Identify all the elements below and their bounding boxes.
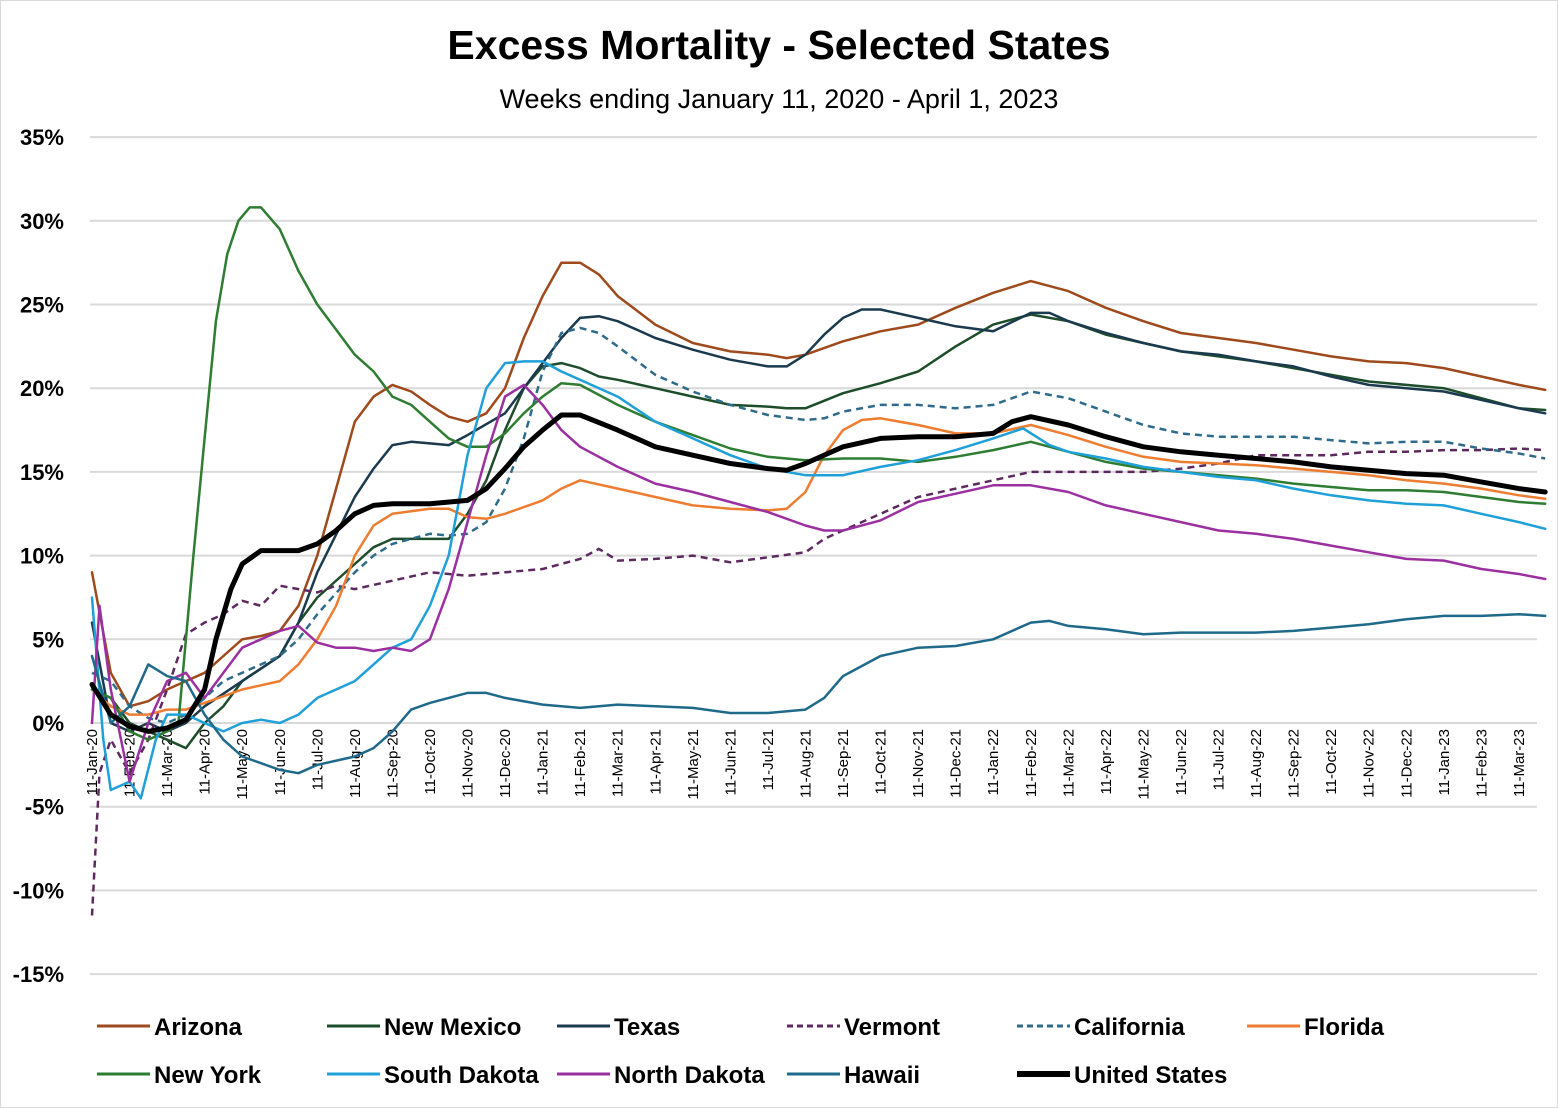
x-tick-label: 11-Apr-21 — [647, 729, 664, 795]
legend-label: California — [1074, 1014, 1185, 1041]
x-tick-label: 11-Apr-20 — [197, 729, 214, 795]
series-line-vermont — [90, 447, 1546, 916]
series-line-new-york — [90, 206, 1547, 741]
x-tick-label: 11-Mar-22 — [1060, 729, 1077, 797]
x-tick-label: 11-Feb-22 — [1023, 729, 1040, 797]
series-line-hawaii — [90, 612, 1547, 775]
series-line-north-dakota — [90, 383, 1547, 783]
x-tick-label: 11-Sep-20 — [384, 729, 401, 798]
x-tick-label: 11-Jul-22 — [1211, 729, 1228, 790]
y-tick-label: -5% — [25, 795, 64, 820]
x-tick-label: 11-Feb-23 — [1473, 729, 1490, 797]
chart-title: Excess Mortality - Selected States — [447, 22, 1111, 68]
x-tick-label: 11-Nov-21 — [910, 729, 927, 798]
legend-label: New York — [154, 1062, 262, 1089]
legend-label: New Mexico — [384, 1014, 521, 1041]
series-line-united-states — [89, 412, 1548, 734]
x-tick-label: 11-Jan-22 — [985, 729, 1002, 795]
x-tick-label: 11-Jul-20 — [309, 729, 326, 790]
legend-label: North Dakota — [614, 1062, 765, 1089]
x-tick-label: 11-Nov-22 — [1361, 729, 1378, 798]
y-tick-label: -10% — [13, 878, 64, 903]
y-tick-label: 5% — [32, 627, 64, 652]
x-tick-label: 11-Mar-23 — [1511, 729, 1528, 797]
legend-label: South Dakota — [384, 1062, 539, 1089]
chart-subtitle: Weeks ending January 11, 2020 - April 1,… — [499, 84, 1059, 114]
x-tick-label: 11-Oct-20 — [422, 729, 439, 795]
legend-label: Florida — [1304, 1014, 1385, 1041]
y-tick-label: 25% — [20, 293, 64, 318]
y-tick-label: 30% — [20, 209, 64, 234]
series-line-new-mexico — [90, 313, 1547, 750]
legend-label: Hawaii — [844, 1062, 920, 1089]
x-tick-label: 11-Dec-22 — [1398, 729, 1415, 798]
x-tick-label: 11-Jun-22 — [1173, 729, 1190, 795]
x-tick-label: 11-Mar-21 — [610, 729, 627, 797]
series-line-california — [91, 326, 1546, 725]
x-tick-label: 11-Oct-21 — [873, 729, 890, 795]
y-tick-label: 15% — [20, 460, 64, 485]
x-tick-label: 11-Sep-21 — [835, 729, 852, 798]
x-tick-label: 11-Sep-22 — [1286, 729, 1303, 798]
x-tick-label: 11-Jun-20 — [272, 729, 289, 795]
x-tick-label: 11-Jun-21 — [722, 729, 739, 795]
legend-label: Arizona — [154, 1014, 243, 1041]
x-tick-label: 11-Aug-20 — [347, 729, 364, 798]
y-tick-label: 35% — [20, 125, 64, 150]
x-tick-label: 11-Nov-20 — [460, 729, 477, 798]
y-tick-label: 20% — [20, 376, 64, 401]
x-tick-label: 11-Feb-21 — [572, 729, 589, 797]
legend-label: United States — [1074, 1062, 1227, 1089]
x-tick-label: 11-Oct-22 — [1323, 729, 1340, 795]
x-tick-label: 11-Dec-21 — [948, 729, 965, 798]
x-tick-label: 11-Dec-20 — [497, 729, 514, 798]
x-tick-label: 11-May-20 — [234, 729, 251, 800]
series-line-florida — [90, 417, 1547, 716]
series-line-texas — [90, 308, 1547, 733]
x-tick-label: 11-Jan-23 — [1436, 729, 1453, 795]
legend-label: Texas — [614, 1014, 680, 1041]
series-line-south-dakota — [90, 360, 1547, 800]
y-tick-label: 0% — [32, 711, 64, 736]
x-tick-label: 11-Feb-20 — [122, 729, 139, 797]
x-tick-label: 11-Aug-22 — [1248, 729, 1265, 798]
x-tick-label: 11-Jul-21 — [760, 729, 777, 790]
x-tick-label: 11-Aug-21 — [797, 729, 814, 798]
y-tick-label: 10% — [20, 544, 64, 569]
x-tick-label: 11-May-21 — [685, 729, 702, 800]
x-tick-label: 11-May-22 — [1135, 729, 1152, 800]
y-tick-label: -15% — [13, 962, 64, 987]
x-tick-label: 11-Mar-20 — [159, 729, 176, 797]
legend-label: Vermont — [844, 1014, 940, 1041]
x-tick-label: 11-Jan-20 — [84, 729, 101, 795]
x-tick-label: 11-Apr-22 — [1098, 729, 1115, 795]
series-line-arizona — [90, 261, 1547, 708]
x-tick-label: 11-Jan-21 — [535, 729, 552, 795]
